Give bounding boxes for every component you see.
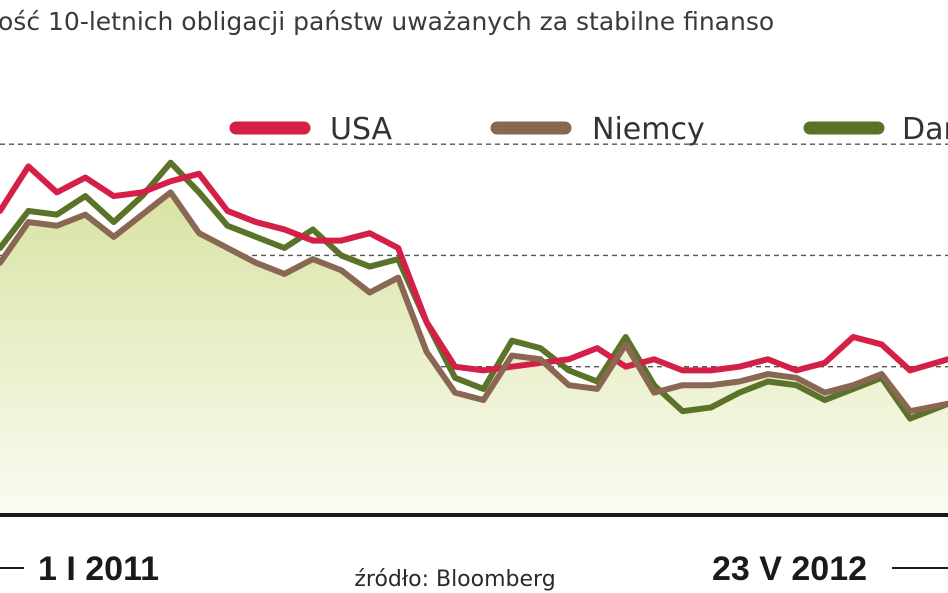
area-fill [0, 192, 948, 515]
legend-label-niemcy: Niemcy [592, 112, 705, 147]
legend: USA Niemcy Dania [229, 112, 948, 147]
source-label: źródło: Bloomberg [354, 567, 555, 592]
x-tick-label-1: 1 I 2011 [38, 550, 159, 588]
legend-label-usa: USA [330, 112, 393, 147]
series-line-dania [0, 159, 948, 422]
series-line-niemcy [0, 189, 948, 415]
x-tick-label-2: 23 V 2012 [712, 550, 867, 588]
legend-label-dania: Dania [902, 112, 948, 147]
series-lines [0, 159, 948, 422]
series-line-usa [0, 163, 948, 374]
x-axis-labels: 1 I 2011 23 V 2012 [0, 550, 948, 588]
chart-title: ość 10-letnich obligacji państw uważanyc… [0, 7, 774, 36]
